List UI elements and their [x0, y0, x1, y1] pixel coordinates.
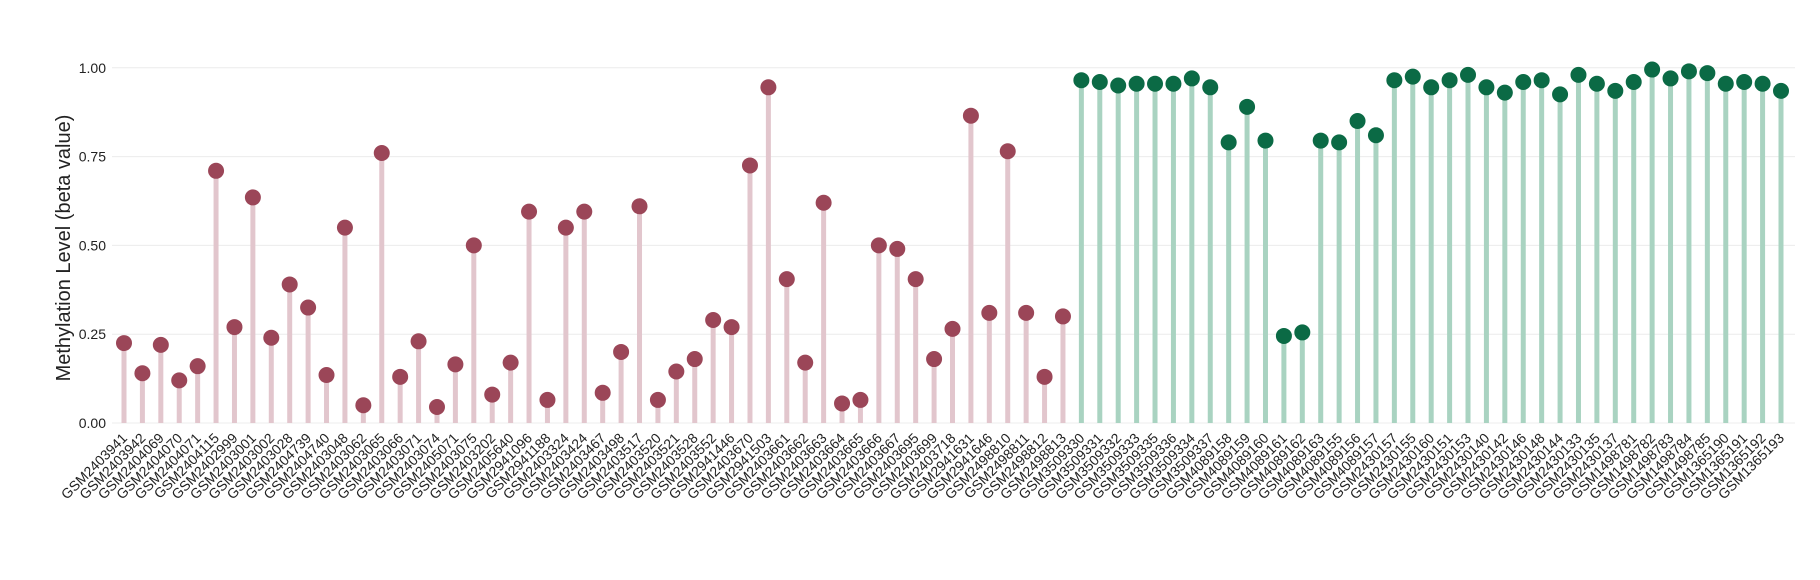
y-axis-label: Methylation Level (beta value) — [53, 115, 75, 382]
dot — [244, 189, 261, 206]
dot — [1460, 66, 1477, 83]
dot — [815, 194, 832, 211]
dot — [1404, 68, 1421, 85]
dot — [870, 237, 887, 254]
dot — [594, 384, 611, 401]
dot — [668, 363, 685, 380]
dot — [557, 219, 574, 236]
dot — [981, 304, 998, 321]
dot — [852, 391, 869, 408]
dot — [318, 367, 335, 384]
dot — [116, 335, 132, 352]
dot — [649, 391, 666, 408]
dot — [1202, 79, 1219, 96]
dot — [1588, 75, 1605, 92]
dot — [1220, 134, 1237, 151]
dot — [502, 354, 519, 371]
dot — [834, 395, 851, 412]
dot — [1147, 75, 1164, 92]
dot — [741, 157, 758, 174]
dot — [1736, 73, 1753, 90]
dot — [1054, 308, 1071, 325]
dot — [1699, 65, 1716, 82]
dot — [1441, 72, 1458, 89]
dot — [613, 343, 630, 360]
dot — [263, 329, 280, 346]
dot — [447, 356, 464, 373]
dot — [1349, 113, 1366, 130]
dot — [1607, 82, 1624, 99]
dot — [1128, 75, 1145, 92]
y-tick-label: 1.00 — [79, 60, 106, 76]
dot — [1680, 63, 1697, 80]
dot — [1183, 70, 1200, 87]
dot — [1331, 134, 1348, 151]
dot — [1662, 70, 1679, 87]
dot — [1110, 77, 1127, 94]
dot — [1478, 79, 1495, 96]
dot — [686, 351, 703, 368]
dot — [1496, 84, 1513, 101]
dot — [705, 311, 722, 328]
dot — [171, 372, 188, 389]
dot — [1625, 73, 1642, 90]
dot — [410, 333, 427, 350]
dot — [576, 203, 593, 220]
dot — [1165, 75, 1182, 92]
dot — [152, 336, 169, 353]
dot — [1386, 72, 1403, 89]
dot — [962, 107, 979, 124]
dot — [521, 203, 538, 220]
dot — [999, 143, 1016, 160]
dot — [1717, 75, 1734, 92]
dot — [355, 397, 372, 414]
dot — [778, 271, 795, 288]
y-tick-label: 0.00 — [79, 415, 106, 431]
y-tick-label: 0.50 — [79, 237, 106, 253]
dot — [1367, 127, 1384, 144]
dot — [1533, 72, 1550, 89]
dot — [797, 354, 814, 371]
dot — [1773, 82, 1789, 99]
y-tick-label: 0.25 — [79, 326, 106, 342]
dot — [1515, 73, 1532, 90]
dot — [1570, 66, 1587, 83]
dot — [1239, 98, 1256, 115]
dot — [208, 162, 225, 179]
dot — [300, 299, 317, 316]
dot — [226, 319, 243, 336]
dot — [189, 358, 206, 375]
dot — [889, 240, 906, 257]
dot — [944, 320, 961, 337]
dot — [134, 365, 151, 382]
dot — [392, 368, 409, 385]
dot — [539, 391, 556, 408]
dot — [1018, 304, 1035, 321]
dot — [907, 271, 924, 288]
dot — [336, 219, 353, 236]
dot — [1312, 132, 1329, 149]
dot — [1294, 324, 1311, 341]
dot — [484, 386, 501, 403]
dot — [465, 237, 482, 254]
dot — [760, 79, 777, 96]
dot — [1423, 79, 1440, 96]
dot — [1073, 72, 1090, 89]
dot — [1257, 132, 1274, 149]
dot — [1036, 368, 1053, 385]
dot — [428, 399, 445, 416]
dot — [631, 198, 648, 215]
dot — [1091, 73, 1108, 90]
dot — [1644, 61, 1661, 78]
y-tick-label: 0.75 — [79, 149, 106, 165]
dot — [926, 351, 943, 368]
dot — [1552, 86, 1569, 103]
dot — [373, 145, 390, 162]
dot — [723, 319, 740, 336]
dot — [1754, 75, 1771, 92]
dot — [281, 276, 298, 293]
dot — [1275, 327, 1292, 344]
